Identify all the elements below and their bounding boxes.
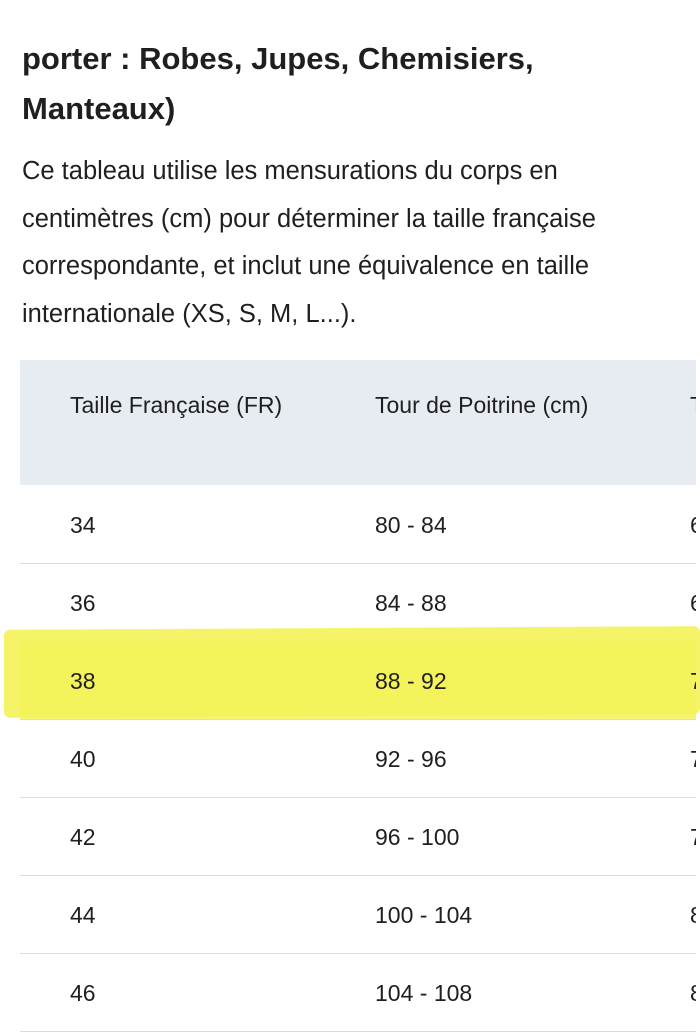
table-row: 34 80 - 84 6 bbox=[20, 485, 696, 564]
cell-bust: 80 - 84 bbox=[375, 512, 447, 538]
cell-third: 8 bbox=[690, 980, 696, 1007]
cell-fr-size: 42 bbox=[70, 824, 96, 850]
table-header: Taille Française (FR) Tour de Poitrine (… bbox=[20, 360, 696, 485]
table-row: 40 92 - 96 7 bbox=[20, 719, 696, 798]
cell-fr-size: 38 bbox=[70, 668, 96, 694]
table-row: 38 88 - 92 7 bbox=[20, 641, 696, 720]
cell-fr-size: 40 bbox=[70, 746, 96, 772]
cell-bust: 88 - 92 bbox=[375, 668, 447, 694]
cell-bust: 104 - 108 bbox=[375, 980, 473, 1006]
description-paragraph: Ce tableau utilise les mensurations du c… bbox=[22, 157, 596, 328]
cell-bust: 92 - 96 bbox=[375, 746, 447, 772]
table-row: 42 96 - 100 7 bbox=[20, 797, 696, 876]
cell-third: 7 bbox=[690, 746, 696, 773]
cell-third: 6 bbox=[690, 590, 696, 617]
cell-bust: 96 - 100 bbox=[375, 824, 460, 850]
cell-third: 8 bbox=[690, 902, 696, 929]
size-table: Taille Française (FR) Tour de Poitrine (… bbox=[20, 360, 696, 1033]
cell-third: 6 bbox=[690, 512, 696, 539]
header-third: T bbox=[690, 392, 696, 419]
section-heading: porter : Robes, Jupes, Chemisiers, Mante… bbox=[22, 41, 534, 126]
header-fr-size: Taille Française (FR) bbox=[70, 392, 283, 418]
cell-third: 7 bbox=[690, 824, 696, 851]
cell-fr-size: 44 bbox=[70, 902, 96, 928]
table-row: 46 104 - 108 8 bbox=[20, 953, 696, 1032]
cell-bust: 100 - 104 bbox=[375, 902, 473, 928]
table-row: 44 100 - 104 8 bbox=[20, 875, 696, 954]
table-row: 36 84 - 88 6 bbox=[20, 563, 696, 642]
cell-bust: 84 - 88 bbox=[375, 590, 447, 616]
cell-third: 7 bbox=[690, 668, 696, 695]
cell-fr-size: 46 bbox=[70, 980, 96, 1006]
cell-fr-size: 34 bbox=[70, 512, 96, 538]
cell-fr-size: 36 bbox=[70, 590, 96, 616]
header-bust: Tour de Poitrine (cm) bbox=[375, 392, 589, 418]
